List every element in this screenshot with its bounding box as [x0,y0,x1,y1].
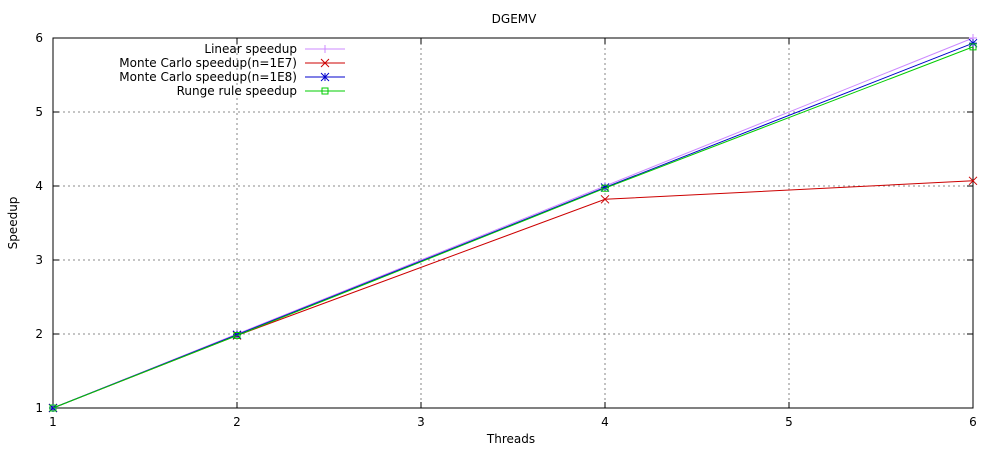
x-tick-label: 5 [785,415,793,429]
y-tick-label: 3 [35,253,43,267]
data-point-marker [233,331,241,339]
data-point-marker [321,87,329,95]
data-point-marker [968,176,978,186]
chart-title: DGEMV [492,12,537,26]
y-tick-label: 4 [35,179,43,193]
legend-item: Linear speedup [204,42,345,56]
plot-frame [52,37,974,409]
grid-lines [53,38,973,408]
series-line [52,180,974,409]
x-tick-label: 4 [601,415,609,429]
y-tick-label: 2 [35,327,43,341]
x-axis-label: Threads [486,432,535,446]
y-tick-label: 1 [35,401,43,415]
series-line [52,46,974,409]
data-point-marker [969,43,977,51]
axis-ticks: 1 2 3 4 5 6 1 2 3 4 5 6 [35,31,976,429]
y-axis-label: Speedup [6,197,20,250]
data-point-marker [600,194,610,204]
legend-item: Runge rule speedup [177,84,345,98]
series-group [48,34,978,413]
data-point-marker [320,72,330,82]
legend-item: Monte Carlo speedup(n=1E8) [119,70,345,84]
x-tick-label: 3 [417,415,425,429]
y-tick-label: 5 [35,105,43,119]
x-tick-label: 2 [233,415,241,429]
x-tick-label: 6 [969,415,977,429]
data-point-marker [321,45,329,53]
legend-item: Monte Carlo speedup(n=1E7) [119,56,345,70]
data-point-marker [320,58,330,68]
x-tick-label: 1 [49,415,57,429]
legend-label: Runge rule speedup [177,84,297,98]
legend-label: Linear speedup [204,42,297,56]
data-point-marker [49,404,57,412]
series-4 [49,43,977,412]
legend-label: Monte Carlo speedup(n=1E7) [119,56,297,70]
data-point-marker [601,184,609,192]
legend-label: Monte Carlo speedup(n=1E8) [119,70,297,84]
y-tick-label: 6 [35,31,43,45]
series-2 [48,176,978,413]
